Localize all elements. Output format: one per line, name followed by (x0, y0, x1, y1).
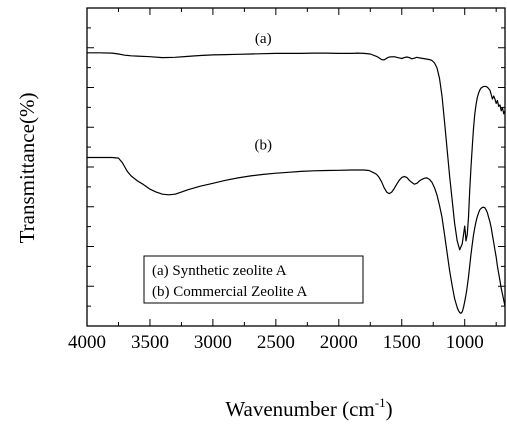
series-line-a (87, 52, 506, 251)
x-tick-label: 2500 (257, 332, 295, 353)
legend-entry-a: (a) Synthetic zeolite A (152, 263, 287, 279)
y-axis-title: Transmittance(%) (15, 93, 39, 244)
legend-entry-b: (b) Commercial Zeolite A (152, 284, 308, 300)
x-axis-title-main: Wavenumber (cm (225, 397, 374, 421)
x-tick-label: 1500 (383, 332, 421, 353)
x-tick-label: 4000 (68, 332, 106, 353)
x-axis-title-superscript: -1 (375, 395, 386, 410)
x-axis-title: Wavenumber (cm-1) (225, 395, 392, 421)
x-tick-label: 3000 (194, 332, 232, 353)
axis-ticks (86, 8, 505, 326)
x-axis-title-suffix: ) (386, 397, 393, 421)
series-line-b (87, 156, 506, 314)
x-tick-labels: 4000 3500 3000 2500 2000 1500 1000 (68, 332, 484, 353)
x-tick-label: 2000 (320, 332, 358, 353)
curve-labels: (a) (b) (255, 31, 273, 153)
x-tick-label: 3500 (131, 332, 169, 353)
curve-label-a: (a) (255, 31, 272, 47)
x-tick-label: 1000 (446, 332, 484, 353)
legend-box (143, 255, 364, 304)
spectra-series (87, 52, 506, 314)
curve-label-b: (b) (255, 137, 273, 153)
